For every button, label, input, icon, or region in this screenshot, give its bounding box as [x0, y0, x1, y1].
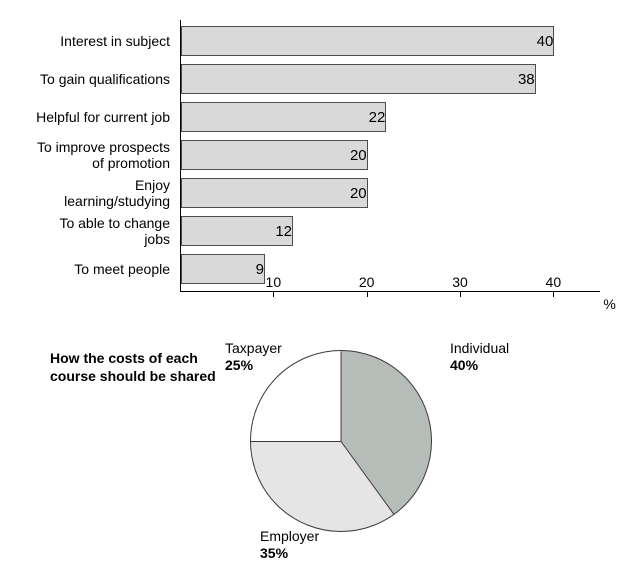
- pie-slice-divider: [341, 352, 342, 442]
- pie-slice-divider: [341, 441, 395, 514]
- pie-slice-label: Individual40%: [450, 340, 509, 374]
- bar-category-label: Helpful for current job: [0, 109, 170, 125]
- bar-value-label: 40: [180, 26, 559, 56]
- figure: 10203040 %Interest in subject40To gain q…: [0, 0, 640, 550]
- bar-chart: 10203040 %Interest in subject40To gain q…: [180, 20, 600, 314]
- bar-category-label: To gain qualifications: [0, 71, 170, 87]
- bar-category-label: To meet people: [0, 261, 170, 277]
- bar-value-label: 22: [180, 102, 391, 132]
- bar-category-label: To improve prospects of promotion: [0, 139, 170, 171]
- pie-slice-percent: 35%: [260, 545, 288, 561]
- x-axis-unit: %: [603, 296, 615, 312]
- pie-slice-name: Individual: [450, 340, 509, 356]
- pie-slice-percent: 25%: [225, 357, 253, 373]
- bar-row: Enjoy learning/studying20: [180, 178, 600, 208]
- bar-row: To improve prospects of promotion20: [180, 140, 600, 170]
- pie-section: How the costs of each course should be s…: [0, 340, 640, 540]
- bar-row: To meet people9: [180, 254, 600, 284]
- bar-category-label: Enjoy learning/studying: [0, 177, 170, 209]
- pie-title: How the costs of each course should be s…: [50, 350, 220, 385]
- bar-value-label: 12: [180, 216, 298, 246]
- pie-slice-name: Taxpayer: [225, 340, 282, 356]
- pie-slice-name: Employer: [260, 528, 319, 544]
- bar-category-label: Interest in subject: [0, 33, 170, 49]
- bar-row: To able to change jobs12: [180, 216, 600, 246]
- bar-value-label: 20: [180, 178, 373, 208]
- pie-slice-divider: [251, 441, 341, 442]
- x-axis: 10203040: [180, 291, 600, 292]
- bar-category-label: To able to change jobs: [0, 215, 170, 247]
- bar-row: Helpful for current job22: [180, 102, 600, 132]
- bar-row: To gain qualifications38: [180, 64, 600, 94]
- pie-slice-label: Employer35%: [260, 528, 319, 562]
- bar-row: Interest in subject40: [180, 26, 600, 56]
- pie-slice-label: Taxpayer25%: [225, 340, 282, 374]
- pie-slice-percent: 40%: [450, 357, 478, 373]
- bar-value-label: 38: [180, 64, 541, 94]
- pie-chart: [250, 350, 432, 532]
- bar-value-label: 9: [180, 254, 270, 284]
- bar-value-label: 20: [180, 140, 373, 170]
